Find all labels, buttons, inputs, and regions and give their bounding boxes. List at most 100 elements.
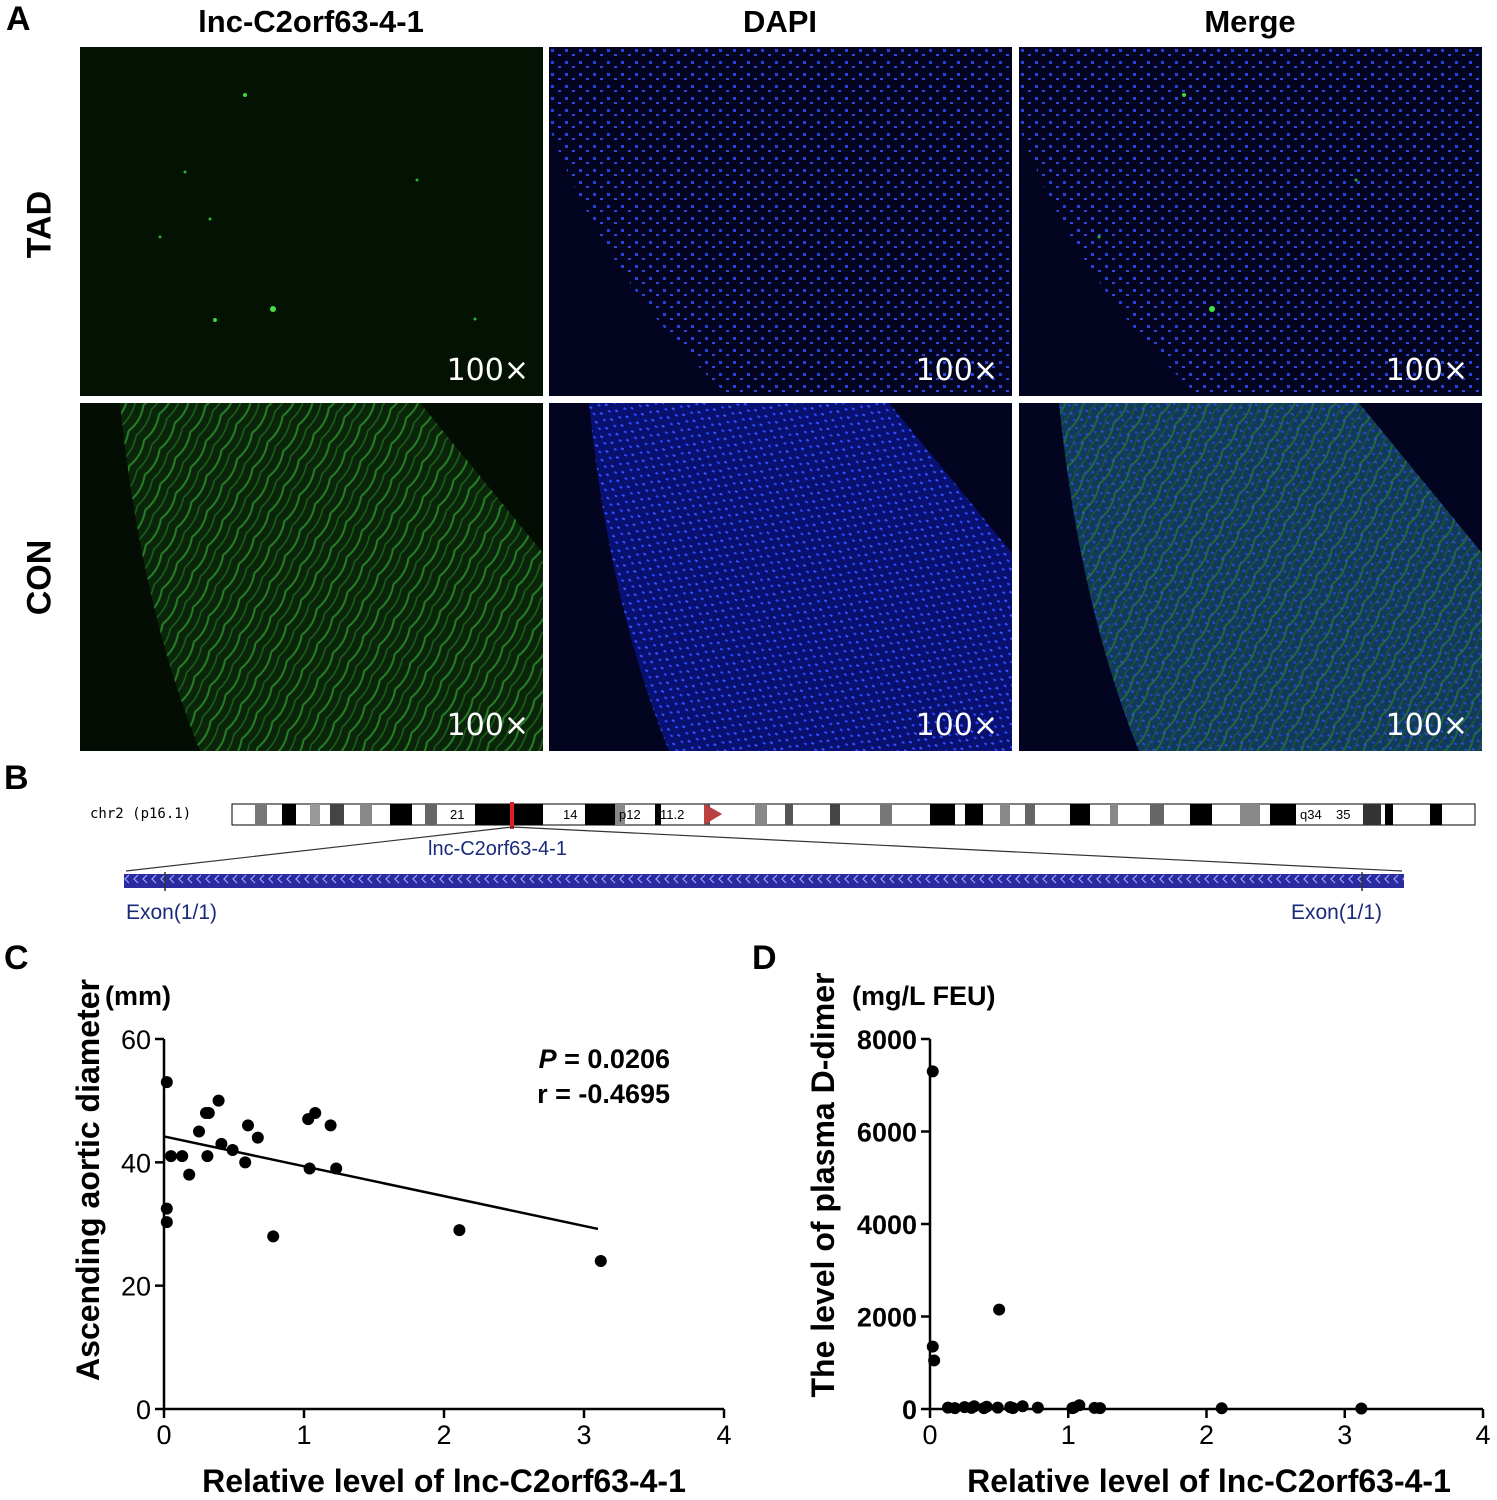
panel-letter-a: A [6, 0, 31, 38]
scatter-chart-d-dimer: (mg/L FEU) The level of plasma D-dimer R… [805, 972, 1491, 1499]
green-signal-spots [158, 93, 477, 322]
x-tick-label: 0 [922, 1420, 937, 1450]
data-point [968, 1400, 981, 1413]
scatter-chart-aortic-diameter: (mm) Ascending aortic diameter Relative … [70, 979, 732, 1499]
y-tick-label: 6000 [857, 1118, 917, 1148]
zoom-lines [125, 826, 1403, 872]
data-point [160, 1216, 173, 1229]
data-point [202, 1107, 215, 1119]
column-title-dapi: DAPI [742, 4, 818, 39]
merge-overlay [1019, 47, 1482, 396]
y-tick-label: 0 [136, 1395, 151, 1425]
merge-overlay [1059, 403, 1482, 751]
data-point [980, 1400, 993, 1413]
data-point [176, 1150, 189, 1163]
exon-label-right: Exon(1/1) [1291, 901, 1383, 924]
data-point [453, 1224, 466, 1237]
data-point [1355, 1402, 1368, 1415]
data-point [226, 1144, 239, 1156]
panel-letter-c: C [4, 939, 29, 977]
data-point [928, 1354, 941, 1367]
micrograph-con-lnc: 100× [80, 403, 543, 751]
panel-letter-b: B [4, 759, 29, 797]
data-point [242, 1119, 254, 1132]
gene-locus-marker [510, 802, 514, 829]
micrograph-con-dapi: 100× [549, 403, 1012, 751]
data-point [201, 1150, 214, 1163]
x-tick-label: 4 [716, 1420, 731, 1450]
y-tick-label: 0 [902, 1395, 917, 1425]
band-label: p12 [619, 807, 641, 822]
micrograph-tad-lnc: 100× [80, 47, 543, 396]
data-point [193, 1125, 205, 1138]
dapi-nuclei [589, 403, 1012, 751]
magnification-label: 100× [915, 708, 998, 743]
data-point [215, 1137, 228, 1150]
y-tick-label: 20 [121, 1272, 151, 1302]
r-value-annotation: r = -0.4695 [537, 1079, 670, 1109]
band-label: 21 [450, 807, 464, 822]
y-unit-label: (mg/L FEU) [852, 981, 996, 1011]
data-point [1031, 1401, 1044, 1414]
panel-letter-d: D [752, 939, 777, 977]
data-point [1067, 1401, 1080, 1414]
data-point [926, 1065, 939, 1078]
y-axis-label: The level of plasma D-dimer [805, 972, 841, 1397]
data-point [594, 1255, 607, 1267]
data-point [212, 1094, 225, 1107]
axes: 0 1 2 3 4 0 2000 4000 6000 8000 [857, 1025, 1491, 1450]
magnification-label: 100× [915, 353, 998, 388]
x-tick-label: 0 [156, 1420, 171, 1450]
band-label: 35 [1336, 807, 1350, 822]
band-label: 11.2 [660, 807, 684, 822]
p-value-annotation: P = 0.0206 [539, 1044, 670, 1074]
data-point [183, 1168, 196, 1181]
x-tick-label: 2 [436, 1420, 451, 1450]
y-tick-label: 40 [121, 1148, 151, 1178]
band-label: 14 [563, 807, 577, 822]
data-point [251, 1131, 264, 1144]
x-axis-label: Relative level of lnc-C2orf63-4-1 [967, 1463, 1451, 1499]
chromosome-ideogram: 21 14 p12 11.2 q34 35 [231, 802, 1476, 829]
data-point [160, 1076, 173, 1089]
y-unit-label: (mm) [105, 981, 171, 1011]
y-tick-label: 2000 [857, 1303, 917, 1333]
magnification-label: 100× [446, 708, 529, 743]
column-title-merge: Merge [1204, 4, 1296, 39]
dapi-nuclei [549, 47, 1012, 396]
magnification-label: 100× [446, 353, 529, 388]
x-tick-label: 1 [296, 1420, 311, 1450]
data-point [160, 1202, 173, 1215]
data-point [309, 1107, 322, 1119]
micrograph-tad-merge: 100× [1019, 47, 1482, 396]
data-point [267, 1230, 280, 1243]
x-tick-label: 3 [1337, 1420, 1352, 1450]
data-point [1094, 1402, 1107, 1415]
y-tick-label: 4000 [857, 1210, 917, 1240]
micrograph-tad-dapi: 100× [549, 47, 1012, 396]
chromosome-label: chr2 (p16.1) [90, 806, 192, 822]
data-point [948, 1402, 961, 1415]
row-label-con: CON [20, 539, 59, 616]
x-tick-label: 4 [1475, 1420, 1490, 1450]
data-point [303, 1162, 316, 1175]
magnification-label: 100× [1385, 353, 1468, 388]
data-point [991, 1401, 1004, 1414]
x-tick-label: 3 [576, 1420, 591, 1450]
data-point [1006, 1402, 1019, 1415]
data-point [926, 1340, 939, 1353]
x-axis-label: Relative level of lnc-C2orf63-4-1 [202, 1463, 686, 1499]
row-label-tad: TAD [20, 190, 59, 259]
gene-label: lnc-C2orf63-4-1 [428, 838, 567, 860]
y-axis-label: Ascending aortic diameter [70, 979, 106, 1381]
band-label: q34 [1300, 807, 1322, 822]
magnification-label: 100× [1385, 708, 1468, 743]
column-title-lnc: lnc-C2orf63-4-1 [198, 4, 424, 39]
data-point [165, 1150, 177, 1163]
data-point [330, 1162, 343, 1175]
data-point [993, 1303, 1006, 1316]
micrograph-con-merge: 100× [1019, 403, 1482, 751]
y-tick-label: 8000 [857, 1025, 917, 1055]
transcript-track [124, 872, 1404, 891]
x-tick-label: 1 [1061, 1420, 1076, 1450]
